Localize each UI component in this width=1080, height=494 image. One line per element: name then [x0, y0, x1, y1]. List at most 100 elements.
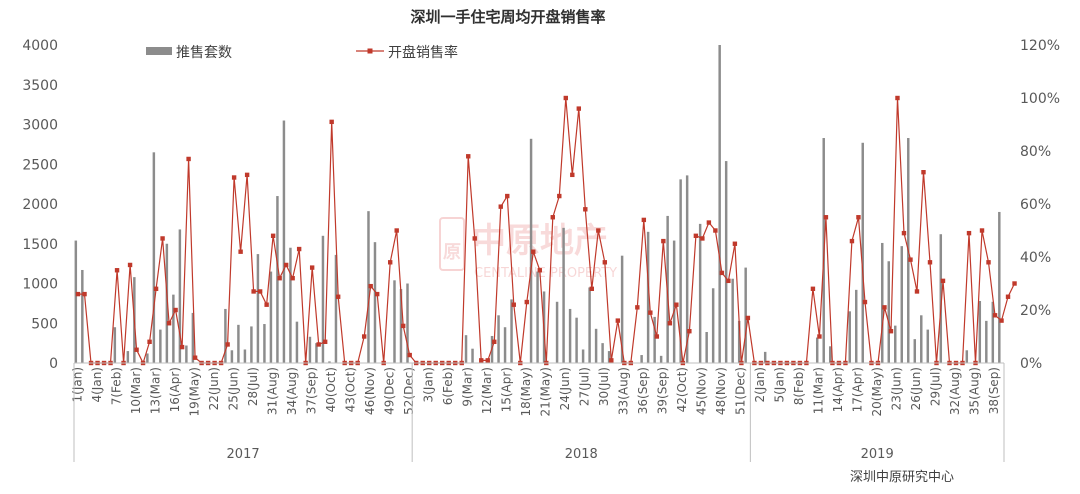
year-label: 2018	[565, 447, 598, 462]
legend: 推售套数 开盘销售率	[146, 44, 458, 61]
bar	[894, 325, 897, 363]
sales-rate-point	[1005, 294, 1011, 299]
x-tick-label: 4(Jan)	[90, 367, 104, 403]
legend-bar-swatch	[146, 47, 172, 55]
sales-rate-point	[531, 249, 536, 254]
bar	[295, 321, 299, 363]
bar	[672, 240, 676, 363]
bar	[920, 315, 923, 363]
sales-rate-point	[290, 276, 295, 281]
watermark-logo	[439, 217, 465, 271]
x-tick-label: 6(Feb)	[441, 367, 455, 405]
bar	[373, 242, 377, 363]
sales-rate-point	[589, 286, 595, 291]
x-tick-label: 27(Jul)	[578, 367, 592, 406]
bar	[724, 161, 728, 363]
sales-rate-point	[732, 241, 738, 246]
bar	[224, 308, 227, 363]
sales-rate-point	[862, 299, 868, 305]
right-axis-tick-label: 20%	[1020, 303, 1051, 319]
sales-rate-point	[505, 193, 510, 199]
x-tick-label: 42(Oct)	[675, 367, 689, 412]
bar	[705, 331, 708, 363]
x-tick-label: 35(Aug)	[968, 367, 982, 415]
bar	[126, 351, 130, 363]
x-tick-label: 25(Jun)	[226, 367, 240, 410]
sales-rate-point	[966, 230, 972, 236]
bar	[653, 316, 656, 363]
sales-rate-point	[394, 228, 399, 233]
bar	[276, 196, 279, 363]
x-tick-label: 19(May)	[187, 367, 201, 416]
x-tick-label: 52(Dec)	[402, 367, 416, 415]
bar	[679, 179, 682, 363]
x-tick-label: 15(Apr)	[499, 367, 513, 412]
sales-rate-point	[238, 249, 243, 254]
x-tick-label: 22(Jun)	[207, 367, 221, 410]
bar	[926, 329, 930, 363]
sales-rate-point	[257, 289, 263, 294]
bar	[308, 336, 312, 363]
x-tick-label: 8(Feb)	[792, 367, 806, 405]
sales-rate-point	[225, 342, 230, 347]
bar	[848, 311, 851, 363]
bar	[165, 243, 169, 363]
x-tick-label: 12(Mar)	[480, 367, 494, 414]
left-axis-tick-label: 3500	[22, 78, 58, 94]
bar	[737, 320, 741, 363]
sales-rate-point	[927, 260, 933, 265]
bar	[607, 351, 611, 363]
bar	[861, 142, 864, 363]
legend-bar-label: 推售套数	[176, 45, 232, 61]
bar	[646, 231, 650, 363]
bar	[464, 335, 468, 363]
sales-rate-point	[524, 299, 529, 305]
bar	[367, 211, 370, 363]
x-tick-label: 21(May)	[539, 367, 553, 416]
bar	[159, 329, 162, 363]
sales-rate-point	[810, 286, 816, 291]
bar	[828, 346, 832, 363]
bar	[243, 349, 247, 363]
bar	[640, 355, 643, 363]
bar	[172, 294, 175, 363]
sales-rate-point	[277, 276, 282, 281]
source-note: 深圳中原研究中心	[850, 470, 954, 485]
sales-rate-point	[674, 302, 679, 307]
bar	[698, 223, 702, 363]
sales-rate-point	[147, 339, 152, 344]
sales-rate-point	[667, 321, 673, 326]
sales-rate-point	[316, 342, 321, 347]
sales-rate-point	[309, 265, 315, 270]
bar	[555, 301, 559, 363]
sales-rate-point	[114, 268, 120, 273]
sales-rate-point	[596, 228, 601, 233]
x-tick-label: 5(Jan)	[773, 367, 787, 403]
bar	[81, 269, 84, 363]
x-tick-label: 43(Oct)	[343, 367, 357, 412]
sales-rate-point	[745, 315, 751, 321]
sales-rate-point	[127, 262, 133, 268]
x-tick-label: 29(Jul)	[929, 367, 943, 406]
bar	[289, 247, 292, 363]
x-tick-label: 51(Dec)	[734, 367, 748, 415]
sales-rate-point	[361, 334, 367, 339]
sales-rate-point	[537, 268, 542, 273]
sales-rate-point	[856, 215, 861, 220]
sales-rate-point	[374, 291, 380, 297]
sales-rate-point	[492, 339, 497, 344]
sales-rate-point	[231, 175, 237, 180]
bar	[991, 301, 995, 363]
bar	[581, 349, 585, 363]
sales-rate-point	[401, 323, 406, 329]
sales-rate-point	[726, 278, 731, 284]
left-axis-tick-label: 3000	[22, 118, 58, 134]
sales-rate-point	[687, 329, 692, 334]
x-tick-label: 14(Apr)	[831, 367, 845, 412]
bar	[334, 254, 338, 363]
bar	[269, 271, 273, 363]
bar	[536, 271, 539, 363]
x-tick-label: 32(Aug)	[948, 367, 962, 415]
x-tick-label: 17(Apr)	[851, 367, 865, 412]
sales-rate-point	[511, 302, 516, 307]
